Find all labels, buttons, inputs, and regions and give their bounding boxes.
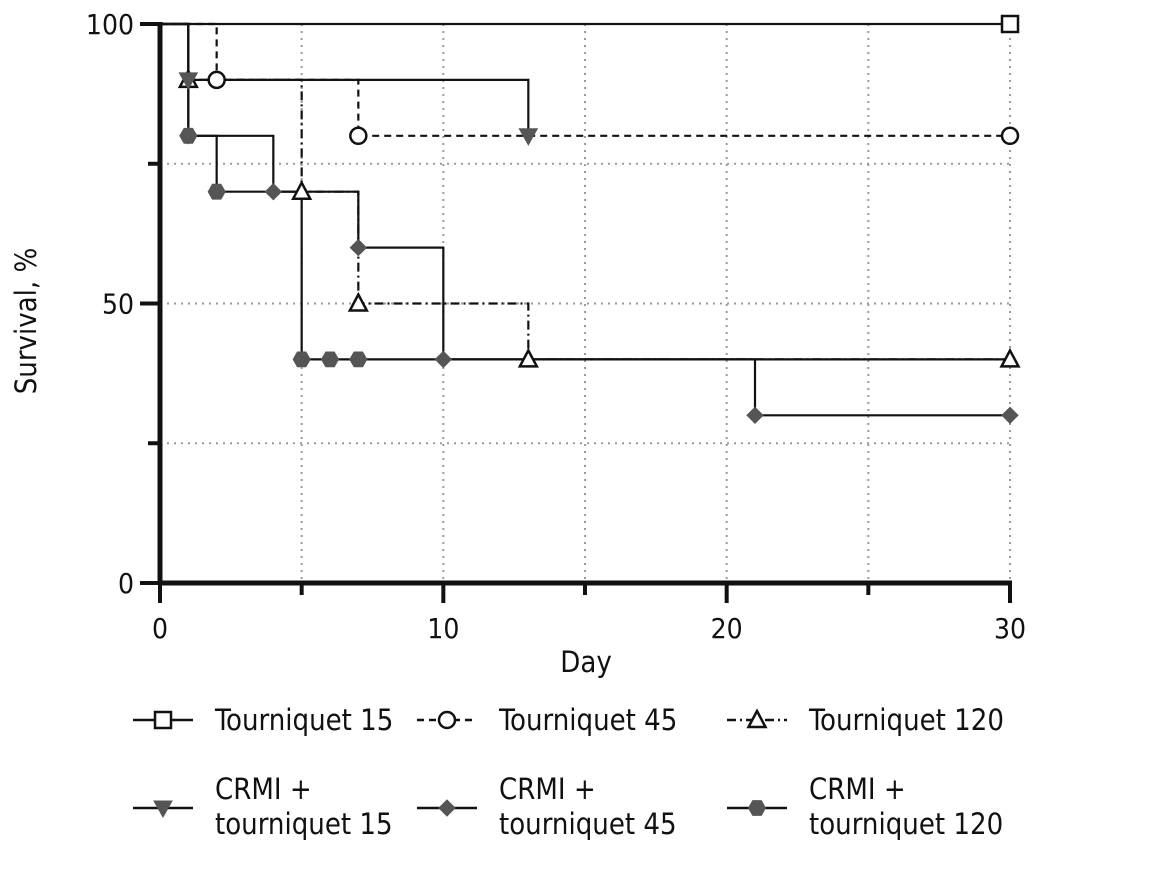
series-3-marker xyxy=(347,291,369,312)
axis-labels: Day Survival, % xyxy=(9,248,612,679)
legend-item-6: CRMI + tourniquet 120 xyxy=(727,772,1003,841)
legend-marker xyxy=(438,799,456,817)
legend-label: CRMI + tourniquet 15 xyxy=(215,772,393,841)
legend-label: Tourniquet 15 xyxy=(214,703,393,737)
legend-marker xyxy=(747,800,767,816)
y-tick-label: 0 xyxy=(118,567,134,600)
series-4-marker xyxy=(518,128,539,146)
legend-item-2: Tourniquet 45 xyxy=(417,703,677,737)
x-tick-label: 30 xyxy=(994,612,1026,645)
series-5-marker xyxy=(349,238,368,257)
legend-marker xyxy=(437,710,457,730)
legend-label: Tourniquet 120 xyxy=(808,703,1004,737)
y-axis-label: Survival, % xyxy=(9,248,43,395)
series-lines xyxy=(160,22,1010,417)
legend: Tourniquet 15 Tourniquet 45 Tourniquet 120… xyxy=(133,703,1004,841)
legend-label: CRMI + tourniquet 120 xyxy=(809,772,1003,841)
series-2-marker xyxy=(207,70,226,90)
legend-item-1: Tourniquet 15 xyxy=(133,703,393,737)
series-5-marker xyxy=(1001,406,1019,425)
series-5-marker xyxy=(746,406,764,425)
legend-item-4: CRMI + tourniquet 15 xyxy=(133,772,393,841)
legend-marker xyxy=(153,800,173,819)
x-tick-label: 20 xyxy=(711,612,743,645)
series-3-marker xyxy=(291,180,313,200)
x-tick-label: 0 xyxy=(152,612,168,645)
series-2-marker xyxy=(1000,126,1020,146)
legend-marker xyxy=(153,710,173,730)
series-line-6 xyxy=(160,22,1010,361)
series-2-marker xyxy=(349,126,368,146)
series-1-marker xyxy=(1000,14,1020,34)
legend-item-5: CRMI + tourniquet 45 xyxy=(417,772,677,841)
axes: 0 50 100 0 10 20 30 xyxy=(86,8,1026,645)
legend-label: CRMI + tourniquet 45 xyxy=(499,772,677,841)
grid xyxy=(160,24,1011,583)
y-tick-label: 100 xyxy=(86,8,134,41)
series-6-marker xyxy=(349,351,368,368)
legend-item-3: Tourniquet 120 xyxy=(727,703,1004,737)
series-4-marker xyxy=(178,72,199,90)
legend-marker xyxy=(746,708,768,729)
series-5-marker xyxy=(434,350,453,369)
series-6-marker xyxy=(320,351,340,368)
x-axis-label: Day xyxy=(560,645,612,679)
y-tick-label: 50 xyxy=(102,288,134,321)
x-tick-label: 10 xyxy=(427,612,459,645)
series-markers xyxy=(177,14,1021,425)
series-6-marker xyxy=(292,351,311,368)
series-3-marker xyxy=(999,347,1021,368)
series-line-5 xyxy=(160,22,1010,417)
series-6-marker xyxy=(207,183,226,200)
legend-label: Tourniquet 45 xyxy=(498,703,677,737)
series-5-marker xyxy=(264,182,283,201)
series-3-marker xyxy=(517,347,539,368)
series-6-marker xyxy=(179,127,198,144)
